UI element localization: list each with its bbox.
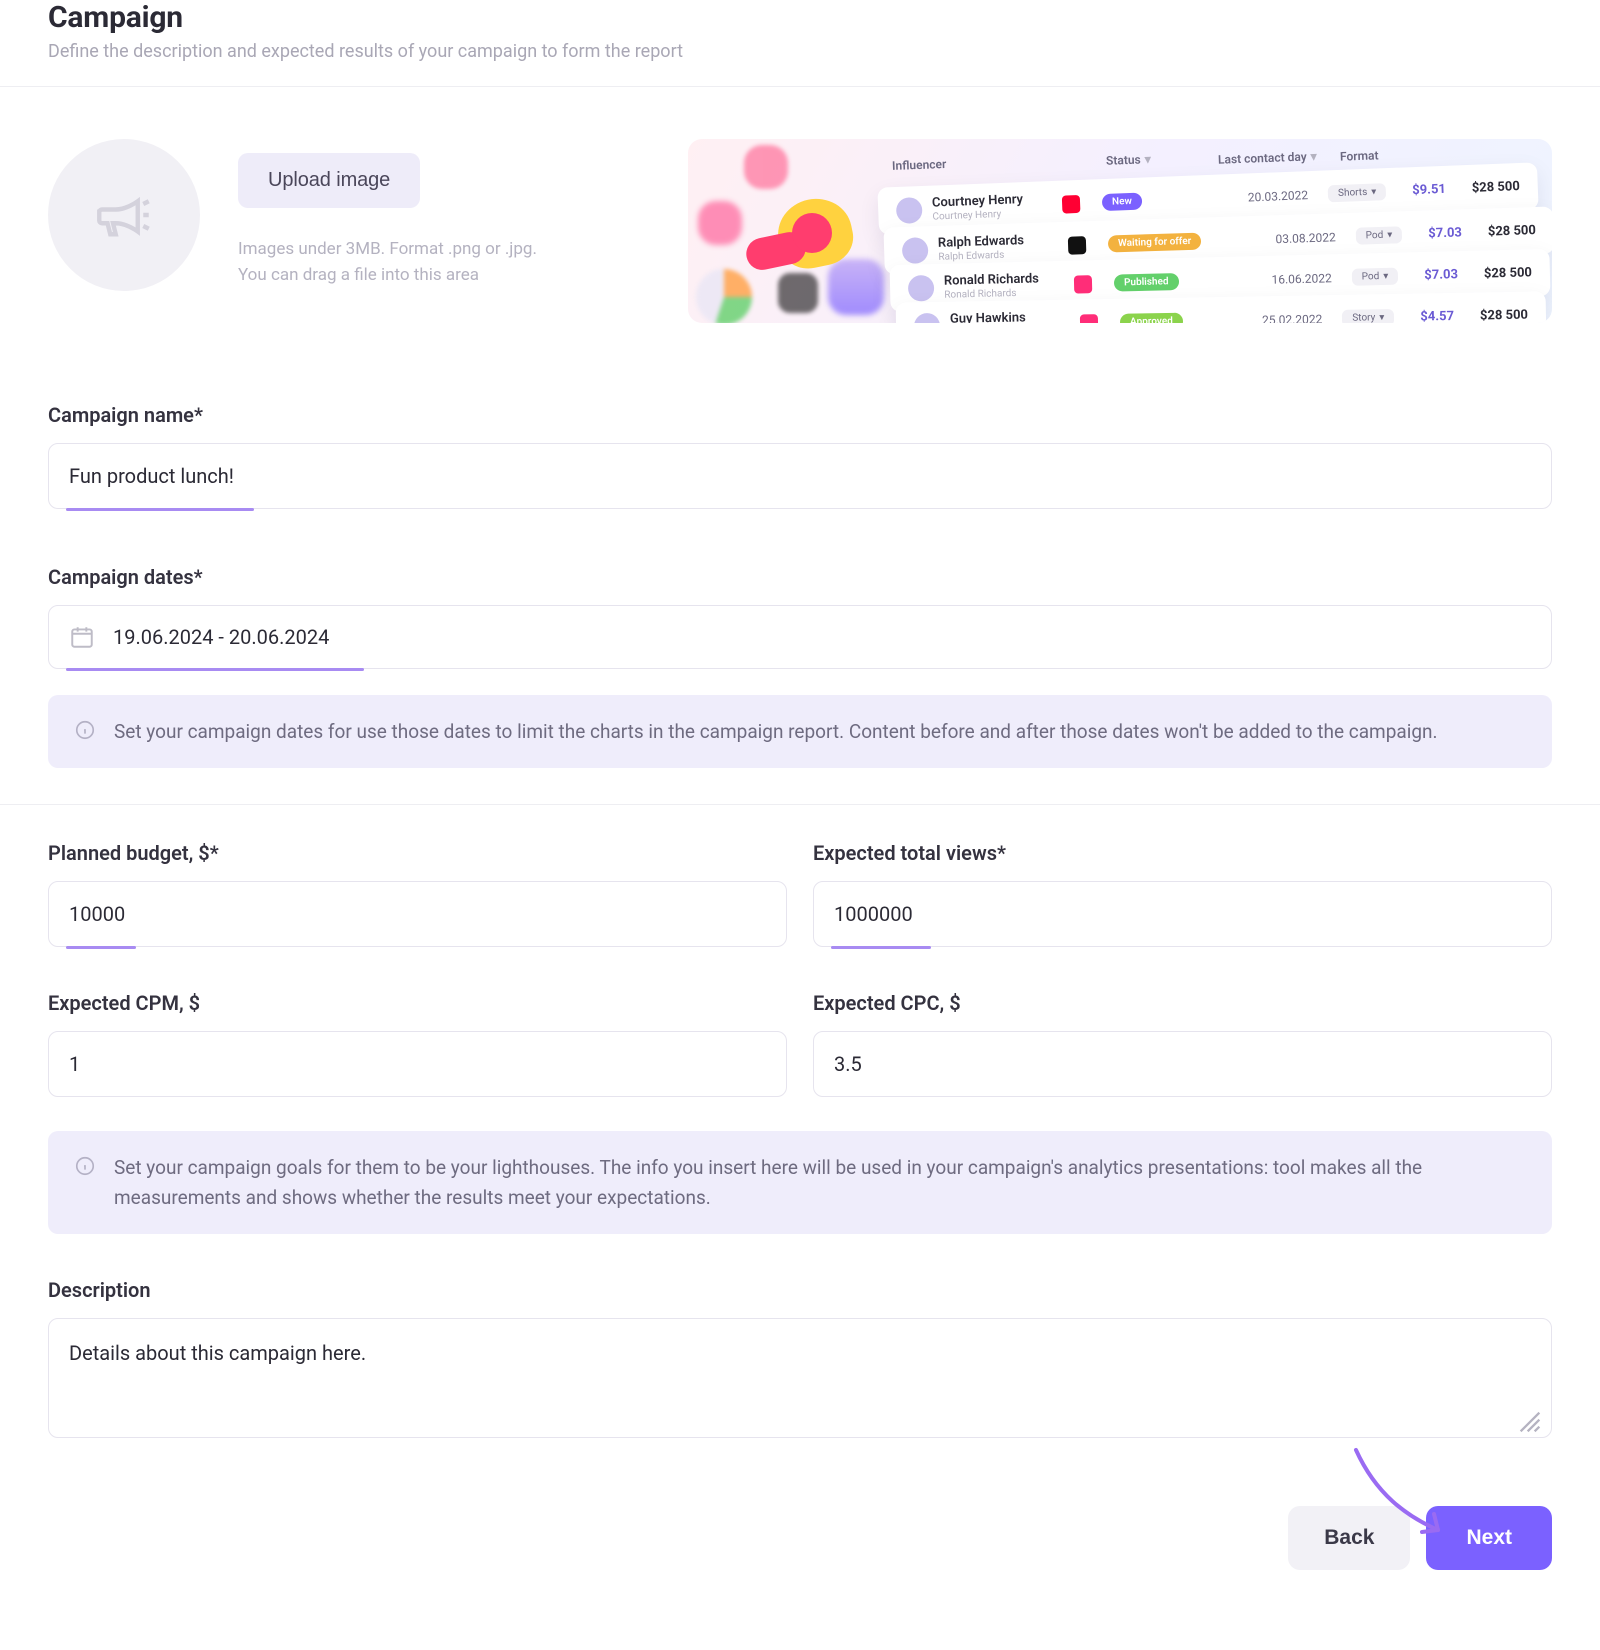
megaphone-graphic [732,177,852,297]
upload-help-text: Images under 3MB. Format .png or .jpg. Y… [238,236,537,289]
views-label: Expected total views* [813,841,1552,865]
back-button[interactable]: Back [1288,1506,1410,1570]
cpc-input[interactable] [813,1031,1552,1097]
megaphone-icon [91,182,157,248]
campaign-name-label: Campaign name* [48,403,1552,427]
page-subtitle: Define the description and expected resu… [48,41,1552,62]
cpm-input[interactable] [48,1031,787,1097]
upload-image-button[interactable]: Upload image [238,153,420,208]
budget-label: Planned budget, $* [48,841,787,865]
goals-info-text: Set your campaign goals for them to be y… [114,1153,1526,1212]
cpc-label: Expected CPC, $ [813,991,1552,1015]
views-input[interactable] [813,881,1552,947]
campaign-dates-label: Campaign dates* [48,565,1552,589]
campaign-name-input[interactable] [48,443,1552,509]
campaign-dates-value: 19.06.2024 - 20.06.2024 [113,625,329,649]
calendar-icon [69,624,95,650]
next-button[interactable]: Next [1426,1506,1552,1570]
info-icon [74,1155,96,1177]
divider [0,86,1600,87]
hero-preview-card: Influencer Status ▾ Last contact day ▾ F… [688,139,1552,323]
description-label: Description [48,1278,1552,1302]
resize-handle-icon[interactable] [1516,1408,1544,1436]
cpm-label: Expected CPM, $ [48,991,787,1015]
budget-input[interactable] [48,881,787,947]
goals-info-box: Set your campaign goals for them to be y… [48,1131,1552,1234]
dates-info-box: Set your campaign dates for use those da… [48,695,1552,768]
dates-info-text: Set your campaign dates for use those da… [114,717,1438,746]
hero-col-status: Status [1106,153,1141,168]
divider [0,804,1600,805]
hero-col-influencer: Influencer [892,155,1002,173]
page-title: Campaign [48,0,1552,35]
upload-image-dropzone[interactable] [48,139,200,291]
info-icon [74,719,96,741]
description-textarea[interactable] [48,1318,1552,1438]
hero-col-format: Format [1340,148,1379,163]
hero-col-lastcontact: Last contact day [1218,150,1307,167]
campaign-dates-input[interactable]: 19.06.2024 - 20.06.2024 [48,605,1552,669]
